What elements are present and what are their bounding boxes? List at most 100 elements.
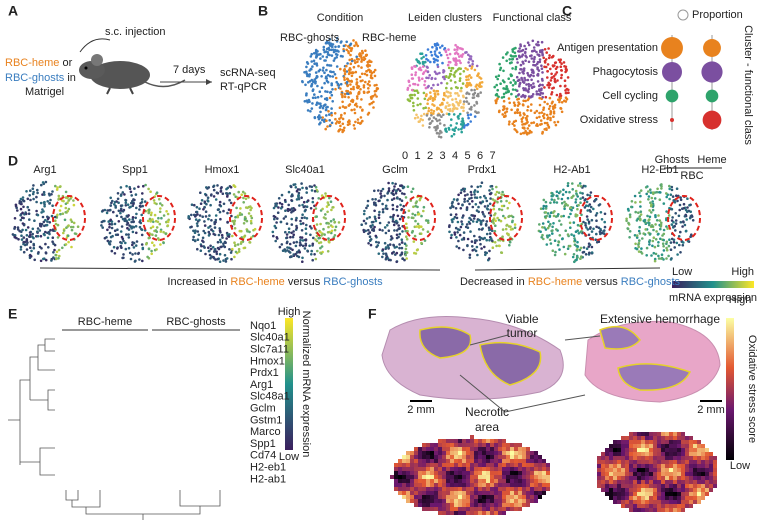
spatial-spot: [458, 507, 462, 511]
embedding-point: [460, 87, 463, 90]
embedding-point: [35, 210, 38, 213]
embedding-point: [219, 201, 222, 204]
spatial-spot: [641, 484, 645, 488]
embedding-point: [311, 259, 314, 262]
embedding-point: [351, 60, 354, 63]
embedding-point: [543, 128, 546, 131]
embedding-point: [388, 189, 391, 192]
embedding-point: [303, 216, 306, 219]
embedding-point: [560, 69, 563, 72]
colorbar-label: High: [278, 306, 301, 318]
embedding-point: [673, 246, 676, 249]
panel-letter: B: [258, 3, 268, 19]
spatial-spot: [470, 499, 474, 503]
embedding-point: [476, 75, 479, 78]
spatial-spot: [605, 456, 609, 460]
spatial-spot: [617, 468, 621, 472]
embedding-point: [328, 240, 331, 243]
comparison-label-part: Decreased in: [460, 276, 528, 288]
embedding-point: [202, 241, 205, 244]
spatial-spot: [657, 448, 661, 452]
spatial-spot: [633, 488, 637, 492]
spatial-spot: [490, 463, 494, 467]
embedding-point: [108, 223, 111, 226]
embedding-point: [284, 231, 287, 234]
embedding-point: [49, 199, 52, 202]
spatial-spot: [466, 455, 470, 459]
embedding-point: [659, 238, 662, 241]
spatial-spot: [617, 444, 621, 448]
spatial-spot: [418, 447, 422, 451]
embedding-point: [653, 252, 656, 255]
spatial-spot: [633, 504, 637, 508]
embedding-point: [429, 91, 432, 94]
embedding-point: [425, 77, 428, 80]
embedding-point: [603, 221, 606, 224]
embedding-point: [109, 240, 112, 243]
embedding-point: [532, 64, 535, 67]
spatial-spot: [613, 468, 617, 472]
embedding-point: [462, 96, 465, 99]
embedding-point: [505, 88, 508, 91]
embedding-point: [330, 209, 333, 212]
embedding-point: [411, 77, 414, 80]
embedding-point: [460, 192, 463, 195]
spatial-spot: [665, 464, 669, 468]
proportion-dot: [662, 62, 682, 82]
embedding-point: [594, 238, 597, 241]
embedding-point: [681, 225, 684, 228]
embedding-point: [226, 212, 229, 215]
spatial-spot: [685, 448, 689, 452]
embedding-point: [462, 214, 465, 217]
spatial-spot: [514, 503, 518, 507]
embedding-point: [202, 237, 205, 240]
embedding-point: [560, 215, 563, 218]
embedding-point: [138, 221, 141, 224]
comparison-label: Decreased in RBC-heme versus RBC-ghosts: [460, 276, 681, 288]
embedding-point: [335, 122, 338, 125]
spatial-spot: [625, 464, 629, 468]
embedding-point: [353, 124, 356, 127]
embedding-point: [534, 112, 537, 115]
embedding-point: [421, 77, 424, 80]
embedding-point: [457, 203, 460, 206]
embedding-point: [541, 79, 544, 82]
embedding-point: [23, 236, 26, 239]
embedding-point: [366, 217, 369, 220]
embedding-point: [545, 228, 548, 231]
embedding-point: [385, 232, 388, 235]
embedding-point: [138, 208, 141, 211]
spatial-spot: [665, 436, 669, 440]
spatial-spot: [534, 491, 538, 495]
embedding-point: [523, 45, 526, 48]
embedding-point: [141, 229, 144, 232]
embedding-point: [225, 260, 228, 263]
sample-label-part: RBC-heme: [5, 57, 59, 69]
spatial-spot: [454, 471, 458, 475]
embedding-point: [242, 197, 245, 200]
embedding-point: [326, 106, 329, 109]
spatial-spot: [482, 507, 486, 511]
spatial-spot: [486, 443, 490, 447]
embedding-point: [568, 191, 571, 194]
embedding-point: [363, 84, 366, 87]
embedding-point: [641, 252, 644, 255]
spatial-spot: [661, 456, 665, 460]
embedding-point: [487, 205, 490, 208]
embedding-point: [373, 210, 376, 213]
embedding-point: [356, 86, 359, 89]
embedding-point: [231, 248, 234, 251]
embedding-point: [312, 237, 315, 240]
spatial-spot: [609, 460, 613, 464]
embedding-point: [364, 49, 367, 52]
embedding-point: [639, 195, 642, 198]
embedding-point: [522, 94, 525, 97]
embedding-point: [505, 91, 508, 94]
embedding-point: [466, 112, 469, 115]
embedding-point: [125, 248, 128, 251]
embedding-point: [599, 231, 602, 234]
spatial-spot: [530, 451, 534, 455]
embedding-point: [120, 242, 123, 245]
spatial-spot: [637, 432, 641, 436]
spatial-spot: [486, 459, 490, 463]
